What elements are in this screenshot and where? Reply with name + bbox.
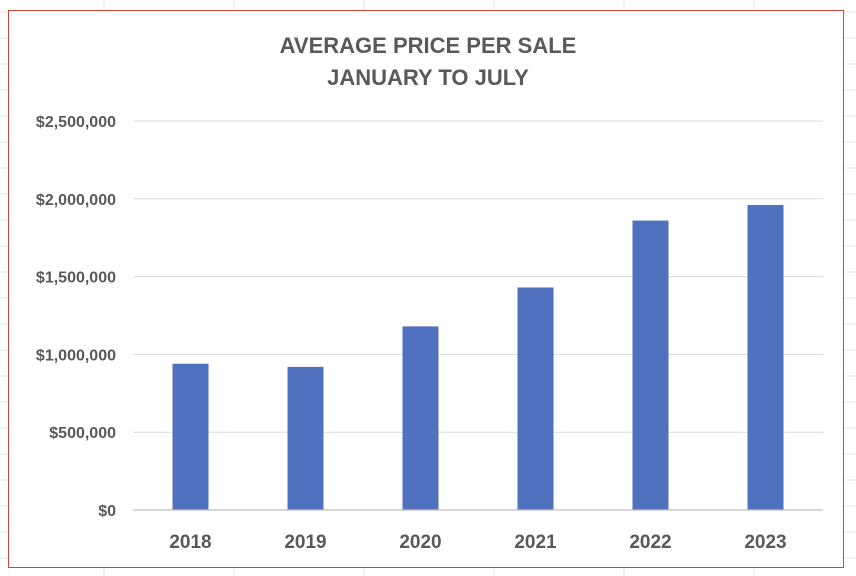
bar-2018 — [172, 363, 209, 510]
y-tick-label: $2,500,000 — [36, 114, 116, 131]
y-tick-label: $1,500,000 — [36, 270, 116, 287]
bar-2020 — [402, 326, 439, 510]
y-axis-ticks: $0 $500,000 $1,000,000 $1,500,000 $2,000,000… — [36, 114, 116, 520]
y-tick-label: $0 — [98, 503, 116, 520]
x-tick-label: 2018 — [169, 532, 211, 553]
y-tick-label: $2,000,000 — [36, 192, 116, 209]
x-tick-label: 2021 — [514, 532, 557, 553]
x-tick-label: 2020 — [399, 532, 441, 553]
x-axis-ticks: 2018 2019 2020 2021 2022 2023 — [169, 532, 786, 553]
bar-2019 — [287, 366, 324, 510]
y-tick-label: $500,000 — [49, 425, 116, 442]
bar-2023 — [747, 205, 784, 511]
y-tick-label: $1,000,000 — [36, 347, 116, 364]
bar-2021 — [517, 287, 554, 510]
bar-2022 — [632, 220, 669, 511]
x-tick-label: 2022 — [629, 532, 671, 553]
chart-title: AVERAGE PRICE PER SALE — [280, 33, 577, 58]
bars — [172, 205, 784, 511]
gridlines — [133, 120, 823, 433]
x-tick-label: 2019 — [284, 532, 326, 553]
chart-subtitle: JANUARY TO JULY — [327, 65, 529, 90]
x-tick-label: 2023 — [744, 532, 786, 553]
